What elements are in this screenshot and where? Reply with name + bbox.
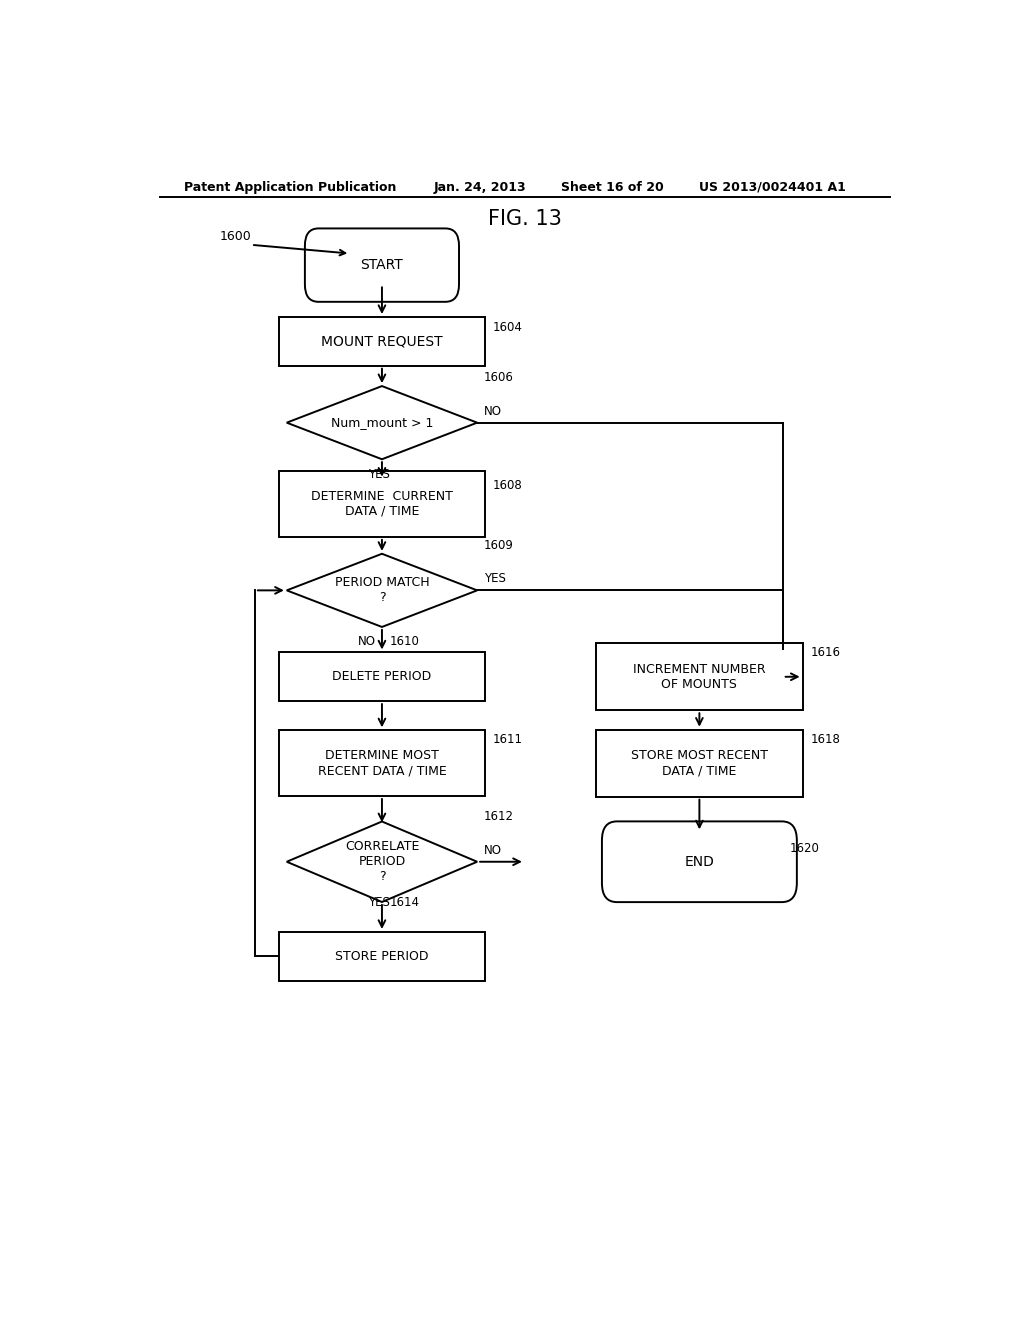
Text: START: START [360,259,403,272]
Text: NO: NO [483,843,502,857]
Text: 1614: 1614 [390,896,420,908]
Text: 1618: 1618 [811,733,841,746]
Bar [279,471,485,537]
Text: Sheet 16 of 20: Sheet 16 of 20 [560,181,664,194]
Text: US 2013/0024401 A1: US 2013/0024401 A1 [699,181,846,194]
Text: 1600: 1600 [219,230,251,243]
Text: STORE MOST RECENT
DATA / TIME: STORE MOST RECENT DATA / TIME [631,750,768,777]
Text: 1612: 1612 [483,810,513,824]
Text: YES: YES [368,467,389,480]
Bar [279,317,485,366]
Text: Num_mount > 1: Num_mount > 1 [331,416,433,429]
Text: 1620: 1620 [790,842,820,854]
Text: MOUNT REQUEST: MOUNT REQUEST [322,334,442,348]
Text: DETERMINE MOST
RECENT DATA / TIME: DETERMINE MOST RECENT DATA / TIME [317,750,446,777]
Text: STORE PERIOD: STORE PERIOD [335,950,429,962]
Polygon shape [287,554,477,627]
Bar [596,730,803,797]
Text: 1616: 1616 [811,647,841,660]
Text: 1609: 1609 [483,539,513,552]
Text: DETERMINE  CURRENT
DATA / TIME: DETERMINE CURRENT DATA / TIME [311,490,453,517]
Text: 1610: 1610 [390,635,420,648]
Text: 1604: 1604 [494,321,523,334]
Bar [279,932,485,981]
Polygon shape [287,385,477,459]
Text: NO: NO [358,635,376,648]
Bar [279,730,485,796]
Text: DELETE PERIOD: DELETE PERIOD [333,671,431,684]
FancyBboxPatch shape [305,228,459,302]
Text: INCREMENT NUMBER
OF MOUNTS: INCREMENT NUMBER OF MOUNTS [633,663,766,690]
Polygon shape [287,821,477,902]
Text: Jan. 24, 2013: Jan. 24, 2013 [433,181,526,194]
Text: Patent Application Publication: Patent Application Publication [183,181,396,194]
Text: CORRELATE
PERIOD
?: CORRELATE PERIOD ? [345,841,419,883]
Text: NO: NO [483,404,502,417]
Text: FIG. 13: FIG. 13 [487,210,562,230]
Text: YES: YES [368,896,389,908]
FancyBboxPatch shape [602,821,797,902]
Text: 1608: 1608 [494,479,523,492]
Bar [596,643,803,710]
Text: 1606: 1606 [483,371,513,384]
Text: END: END [684,855,715,869]
Text: YES: YES [483,573,506,585]
Bar [279,652,485,701]
Text: 1611: 1611 [494,733,523,746]
Text: PERIOD MATCH
?: PERIOD MATCH ? [335,577,429,605]
